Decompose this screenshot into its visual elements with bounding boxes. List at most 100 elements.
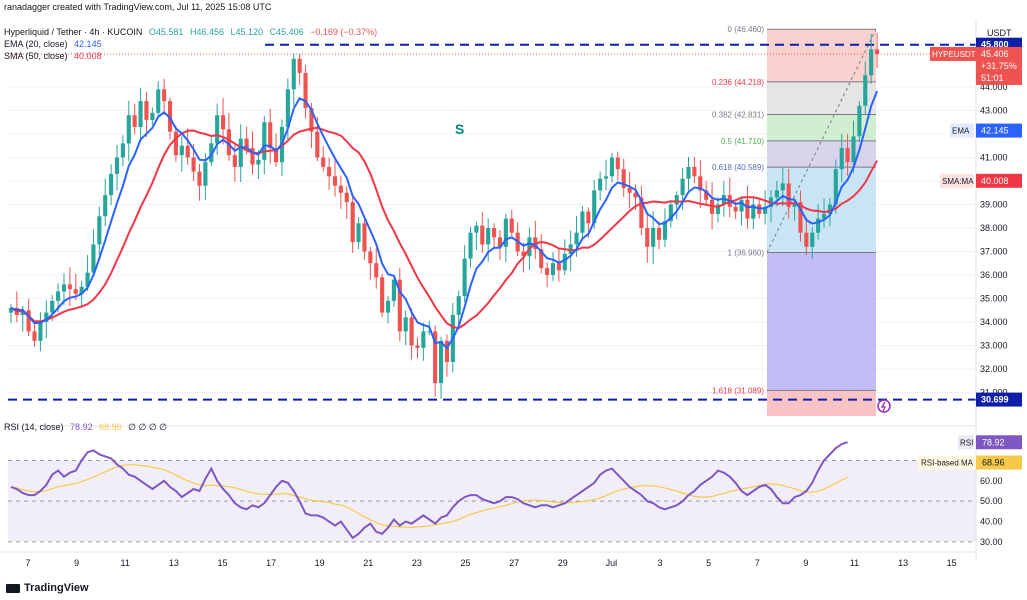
candle-body — [109, 173, 114, 196]
fib-level-label: 0 (46.460) — [728, 25, 765, 34]
time-tick-label: 13 — [898, 558, 908, 568]
candle-body — [215, 115, 220, 144]
candle-body — [226, 129, 232, 156]
rsi-ma-tag-bg — [918, 455, 976, 470]
sma-legend[interactable]: SMA (50, close) 40.008 — [4, 51, 106, 61]
fib-level-label: 1.618 (31.089) — [712, 386, 764, 395]
candle-body — [421, 331, 426, 348]
symbol-title[interactable]: Hyperliquid / Tether · 4h · KUCOIN — [4, 27, 143, 37]
candle-body — [821, 213, 827, 219]
candle-body — [692, 166, 697, 177]
candle-body — [550, 263, 556, 275]
candle — [173, 125, 178, 162]
candle-body — [385, 300, 391, 313]
candle — [786, 168, 791, 219]
candle-body — [203, 162, 208, 186]
candle-body — [745, 199, 750, 219]
price-tick-label: 37.000 — [980, 247, 1008, 257]
candle — [362, 217, 367, 260]
rsi-axis[interactable]: 70.0060.0050.0040.0030.00RSI78.92RSI-bas… — [918, 435, 1022, 547]
candle — [539, 234, 544, 274]
candle — [356, 217, 361, 250]
price-tick-label: 39.000 — [980, 200, 1008, 210]
candle — [656, 221, 662, 250]
alert-icon[interactable] — [877, 399, 891, 413]
candle — [415, 337, 420, 359]
candle — [197, 164, 202, 201]
candle-body — [786, 183, 791, 207]
candle — [120, 135, 125, 167]
candle-body — [444, 340, 450, 362]
ema-tag-label: EMA — [952, 127, 970, 136]
candle — [621, 158, 626, 197]
candle-body — [185, 145, 190, 158]
fib-level-label: 0.618 (40.589) — [712, 163, 764, 172]
time-tick-label: 15 — [947, 558, 957, 568]
candle — [409, 308, 414, 360]
candle — [468, 226, 473, 268]
candle-body — [851, 136, 856, 163]
rsi-tick-label: 60.00 — [980, 476, 1003, 486]
time-tick-label: 19 — [315, 558, 325, 568]
candle — [609, 152, 614, 183]
candle — [556, 249, 561, 282]
last-price-badge-line: 51:01 — [981, 73, 1004, 83]
candle — [403, 310, 408, 346]
candle-body — [780, 183, 785, 191]
price-tick-label: 36.000 — [980, 270, 1008, 280]
price-pane[interactable]: 0 (46.460) 0.236 (44.218) 0.382 (42.831) 0.… — [8, 25, 976, 416]
fib-level-label: 0.5 (41.710) — [721, 137, 764, 146]
candle-body — [438, 340, 444, 384]
candle — [103, 178, 108, 227]
fib-zone-band — [767, 140, 876, 168]
candle-body — [67, 284, 72, 290]
sma-tag-label: SMA:MA — [942, 177, 974, 186]
price-tick-label: 34.000 — [980, 317, 1008, 327]
candle — [397, 267, 402, 342]
candle-body — [179, 145, 184, 156]
level-badge-label: 45.800 — [981, 40, 1009, 50]
rsi-legend[interactable]: RSI (14, close) 78.92 68.96 ∅ ∅ ∅ ∅ — [4, 422, 171, 433]
ohlc-change: −0.169 (−0.37%) — [310, 27, 378, 37]
candle — [226, 112, 232, 161]
currency-label[interactable]: USDT — [987, 28, 1012, 38]
last-price-badge-line: 45.406 — [981, 49, 1009, 59]
time-tick-label: 7 — [25, 558, 30, 568]
ema-legend[interactable]: EMA (20, close) 42.145 — [4, 39, 106, 49]
price-tick-label: 44.000 — [980, 82, 1008, 92]
candle-body — [262, 122, 267, 160]
candle — [598, 171, 603, 201]
candle-body — [556, 263, 561, 271]
candle-body — [456, 296, 461, 315]
fib-zone-band — [767, 390, 876, 416]
candle-body — [50, 300, 55, 313]
candle-body — [350, 202, 355, 243]
rsi-pane[interactable] — [8, 425, 976, 543]
tradingview-logo[interactable]: TradingView — [6, 582, 89, 594]
candle-body — [545, 267, 550, 275]
rsi-ma-badge-bg — [976, 455, 1022, 470]
candle-body — [391, 279, 396, 301]
candle — [327, 157, 332, 190]
candle — [704, 181, 709, 205]
brand-text: TradingView — [24, 582, 89, 594]
time-tick-label: 13 — [169, 558, 179, 568]
candle-body — [344, 192, 349, 203]
candle — [338, 175, 343, 209]
candle — [674, 191, 679, 220]
time-axis[interactable]: 7 9 11 13 15 17 19 21 23 25 27 29 Jul 3 5 7 9 11 13 15 — [0, 551, 976, 568]
candle — [492, 223, 497, 248]
candle — [545, 262, 550, 288]
time-tick-label: 21 — [363, 558, 373, 568]
candle-body — [497, 237, 503, 247]
candle-body — [474, 225, 479, 233]
candle-body — [721, 195, 726, 205]
candle-body — [521, 251, 526, 257]
price-tick-label: 43.000 — [980, 106, 1008, 116]
candle-body — [503, 218, 508, 247]
price-tick-label: 35.000 — [980, 294, 1008, 304]
candle-body — [409, 317, 414, 346]
candle — [456, 290, 461, 328]
candle — [138, 88, 143, 142]
